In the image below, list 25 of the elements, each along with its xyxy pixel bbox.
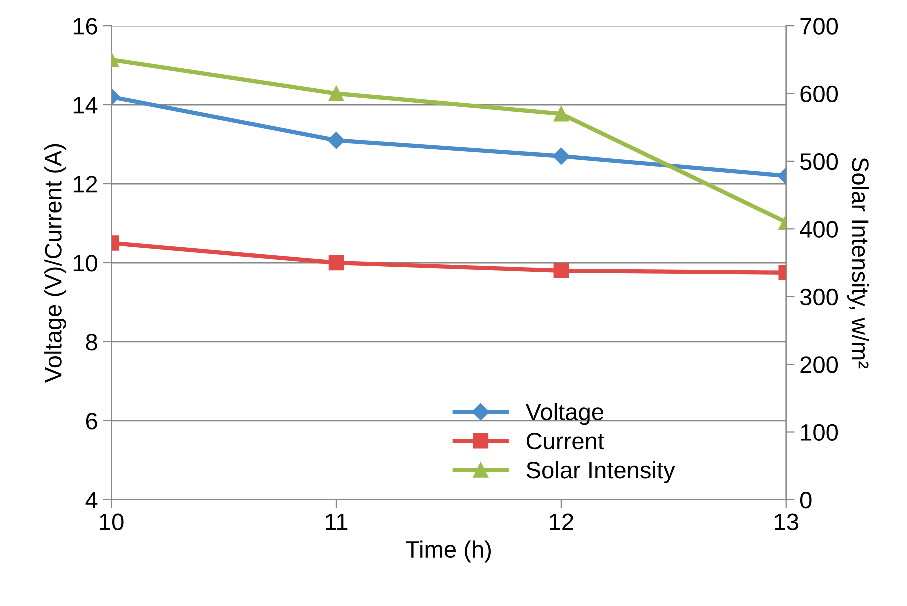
y2-tick-label: 600 — [800, 86, 838, 103]
legend-label: Solar Intensity — [526, 461, 676, 484]
legend-label: Current — [526, 432, 604, 450]
y-tick-label: 12 — [74, 176, 98, 193]
y2-tick-label: 700 — [800, 18, 838, 35]
y2-tick-label: 400 — [800, 221, 838, 238]
y2-tick-label: 100 — [801, 424, 838, 442]
y-tick-label: 10 — [74, 255, 98, 272]
y-tick-label: 8 — [86, 334, 98, 351]
y2-tick-label: 200 — [800, 356, 838, 374]
y2-axis-title: Solar Intensity, w/m² — [848, 158, 870, 369]
y-tick-label: 14 — [74, 97, 98, 114]
y-axis-title: Voltage (V)/Current (A) — [44, 144, 67, 383]
legend-label: Voltage — [526, 403, 604, 426]
y2-tick-label: 500 — [800, 154, 838, 170]
y2-tick-label: 300 — [800, 288, 838, 306]
y-tick-label: 6 — [86, 413, 98, 430]
x-tick-label: 12 — [550, 514, 574, 530]
y-tick-label: 16 — [74, 18, 98, 35]
x-tick-label: 10 — [100, 514, 124, 530]
y2-tick-label: 0 — [800, 492, 812, 509]
x-tick-label: 11 — [326, 514, 348, 530]
y-tick-label: 4 — [86, 492, 98, 509]
x-tick-label: 13 — [775, 514, 798, 530]
x-axis-title: Time (h) — [406, 540, 492, 563]
